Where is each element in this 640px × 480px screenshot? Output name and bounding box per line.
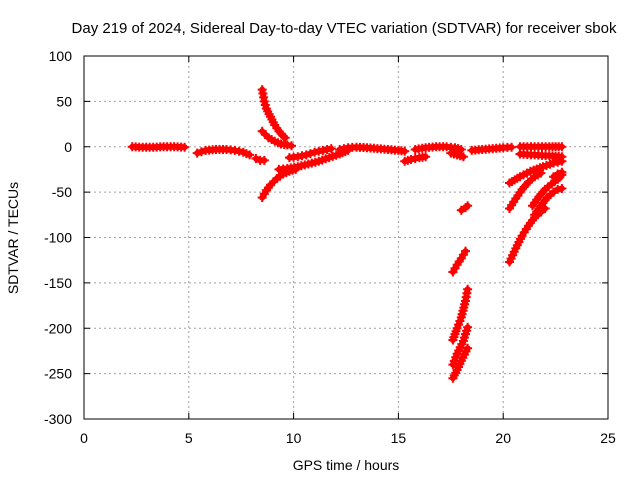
data-track xyxy=(456,201,473,215)
data-point xyxy=(287,141,296,151)
data-point xyxy=(463,322,473,332)
data-point xyxy=(259,155,269,165)
data-track xyxy=(448,343,473,383)
chart-title: Day 219 of 2024, Sidereal Day-to-day VTE… xyxy=(72,20,617,37)
data-track xyxy=(448,246,470,277)
data-track xyxy=(515,149,567,162)
data-track xyxy=(505,156,567,188)
y-axis-label: SDTVAR / TECUs xyxy=(5,182,21,294)
data-point xyxy=(553,169,563,179)
data-point xyxy=(557,184,567,193)
y-tick-label: -150 xyxy=(44,275,72,291)
x-tick-label: 0 xyxy=(80,430,88,446)
data-point xyxy=(251,154,261,163)
y-tick-label: -50 xyxy=(52,184,72,200)
data-point xyxy=(326,144,336,154)
data-point xyxy=(463,284,473,294)
data-point xyxy=(456,145,466,154)
data-track xyxy=(549,167,567,182)
x-tick-label: 20 xyxy=(495,430,511,446)
y-tick-label: -250 xyxy=(44,366,72,382)
data-track xyxy=(467,142,517,155)
data-point xyxy=(192,148,202,158)
x-axis-label: GPS time / hours xyxy=(293,457,400,473)
data-track xyxy=(127,142,190,152)
y-tick-label: -200 xyxy=(44,320,72,336)
x-tick-label: 25 xyxy=(600,430,616,446)
data-point xyxy=(400,146,410,156)
y-tick-label: -100 xyxy=(44,230,72,246)
data-point xyxy=(180,142,190,152)
data-track xyxy=(448,284,473,345)
data-track xyxy=(284,144,336,163)
data-point xyxy=(557,156,567,166)
data-point xyxy=(196,147,206,157)
y-tick-label: -300 xyxy=(44,411,72,427)
data-track xyxy=(335,142,410,156)
x-tick-labels: 0 5 10 15 20 25 xyxy=(80,430,616,446)
data-track xyxy=(251,154,269,165)
data-track xyxy=(257,126,296,151)
y-tick-labels: -300 -250 -200 -150 -100 -50 0 50 100 xyxy=(44,48,72,427)
data-track xyxy=(505,168,546,213)
y-tick-label: 0 xyxy=(64,139,72,155)
data-track xyxy=(446,148,468,162)
data-track xyxy=(400,152,431,166)
y-tick-label: 100 xyxy=(49,48,73,64)
data-point xyxy=(557,167,567,177)
data-point xyxy=(507,142,517,152)
data-point xyxy=(461,246,470,256)
data-track xyxy=(448,322,473,370)
data-track xyxy=(257,85,290,143)
axis-ticks xyxy=(83,55,609,420)
data-series xyxy=(127,85,567,383)
data-point xyxy=(463,201,473,211)
data-point xyxy=(557,142,567,152)
x-tick-label: 5 xyxy=(185,430,193,446)
data-point xyxy=(305,149,315,159)
data-point xyxy=(421,152,431,162)
data-point xyxy=(458,152,468,162)
data-track xyxy=(257,164,301,203)
data-track xyxy=(530,184,567,220)
y-tick-label: 50 xyxy=(56,93,72,109)
data-track xyxy=(192,145,255,160)
x-tick-label: 10 xyxy=(286,430,302,446)
data-point xyxy=(301,150,311,160)
data-track xyxy=(410,142,466,154)
x-tick-label: 15 xyxy=(391,430,407,446)
data-point xyxy=(245,150,255,160)
data-point xyxy=(536,168,546,178)
